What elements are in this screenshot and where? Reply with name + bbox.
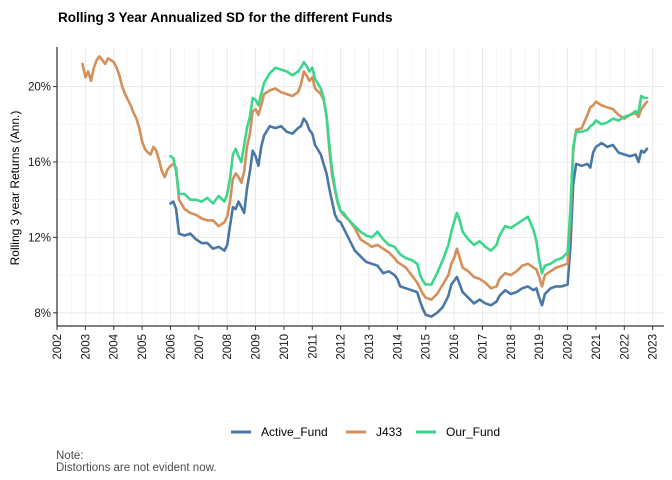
legend-label: J433 [376,425,402,439]
series-line-our-fund [169,60,649,286]
legend-item-active-fund: Active_Fund [231,425,328,439]
series-lines [81,55,649,318]
series-line-active-fund [169,117,649,318]
legend-label: Active_Fund [261,425,328,439]
x-tick-label: 2017 [477,334,489,360]
legend-item-j433: J433 [346,425,402,439]
series-line-j433 [81,55,649,301]
x-tick-label: 2010 [279,334,291,360]
y-tick-label: 12% [28,232,51,244]
x-tick-label: 2019 [534,334,546,360]
x-tick-label: 2013 [364,334,376,360]
x-tick-label: 2018 [506,334,518,360]
x-tick-label: 2012 [336,334,348,360]
y-tick-label: 8% [34,308,51,320]
legend-item-our-fund: Our_Fund [416,425,500,439]
x-tick-label: 2022 [619,334,631,360]
axes [56,47,664,327]
x-tick-label: 2021 [591,334,603,360]
chart-title: Rolling 3 Year Annualized SD for the dif… [58,10,393,25]
note-text: Distortions are not evident now. [56,462,216,474]
y-tick-label: 20% [28,82,51,94]
legend: Active_Fund J433 Our_Fund [231,425,500,439]
y-axis-ticks: 8% 12% 16% 20% [28,82,57,320]
x-tick-label: 2002 [52,334,64,360]
x-tick-label: 2008 [222,334,234,360]
note-label: Note: [56,450,84,462]
y-tick-label: 16% [28,157,51,169]
x-tick-label: 2023 [648,334,660,360]
y-axis-title: Rolling 3 year Returns (Ann.) [8,111,22,266]
x-tick-label: 2014 [392,333,404,359]
x-tick-label: 2007 [194,334,206,360]
x-tick-label: 2004 [109,333,121,359]
x-tick-label: 2020 [563,334,575,360]
x-tick-label: 2009 [251,334,263,360]
x-tick-label: 2015 [421,334,433,360]
legend-label: Our_Fund [446,425,500,439]
x-tick-label: 2006 [165,334,177,360]
x-axis-ticks: 2002 2003 2004 2005 2006 2007 2008 2009 2010 2011… [52,326,660,360]
x-tick-label: 2011 [307,334,319,359]
x-tick-label: 2005 [137,334,149,360]
x-tick-label: 2003 [80,334,92,360]
x-tick-label: 2016 [449,334,461,360]
